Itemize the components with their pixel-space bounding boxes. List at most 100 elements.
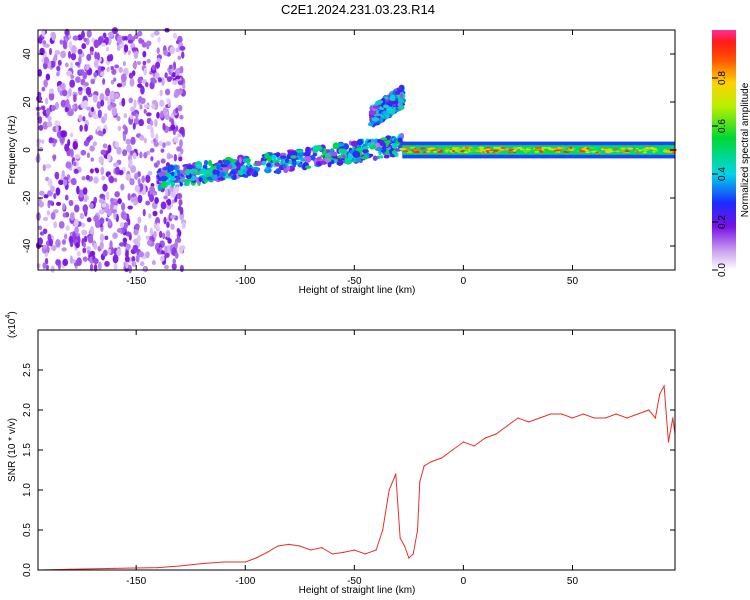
heatmap-cell (61, 89, 68, 97)
heatmap-cell (175, 186, 180, 194)
heatmap-cell (47, 178, 53, 187)
heatmap-cell (102, 183, 108, 192)
heatmap-cell (163, 195, 168, 200)
heatmap-cell (39, 47, 45, 56)
heatmap-cell (82, 85, 87, 92)
snr-point (539, 417, 541, 419)
snr-point (157, 567, 159, 569)
heatmap-cell (523, 149, 530, 152)
heatmap-cell (82, 241, 87, 248)
heatmap-cell (70, 52, 77, 61)
snr-point (408, 557, 410, 559)
heatmap-cell (271, 154, 277, 160)
heatmap-cell (96, 101, 102, 109)
heatmap-cell (61, 239, 67, 245)
snr-point (266, 551, 268, 554)
heatmap-cell (284, 158, 290, 164)
heatmap-cell (160, 201, 167, 210)
heatmap-cell (218, 172, 226, 177)
heatmap-cell (384, 96, 389, 100)
snr-point (672, 417, 674, 419)
heatmap-cell (74, 154, 81, 159)
heatmap-cell (76, 257, 82, 267)
heatmap-cell (232, 173, 237, 181)
heatmap-cell (141, 41, 147, 48)
heatmap-cell (666, 151, 673, 154)
heatmap-cell (65, 98, 70, 108)
heatmap-cell (203, 159, 209, 166)
heatmap-cell (93, 215, 99, 223)
heatmap-cell (495, 146, 502, 149)
y-tick-label: 40 (22, 48, 33, 60)
colorbar-tick-label: 0.2 (717, 215, 728, 229)
heatmap-cell (97, 130, 103, 136)
heatmap-cell (146, 239, 152, 246)
heatmap-cell (178, 156, 183, 162)
heatmap-cell (127, 218, 131, 226)
heatmap-cell (347, 153, 353, 160)
heatmap-cell (99, 217, 105, 225)
heatmap-cell (89, 145, 95, 152)
heatmap-cell (64, 233, 68, 240)
heatmap-cell (279, 155, 287, 159)
snr-point (277, 545, 279, 547)
heatmap-cell (516, 146, 523, 149)
heatmap-cell (367, 142, 374, 147)
heatmap-cell (118, 169, 124, 176)
heatmap-cell (177, 80, 184, 86)
heatmap-cell (280, 157, 284, 165)
x-tick-label: -50 (347, 576, 362, 587)
heatmap-cell (105, 217, 109, 222)
heatmap-cell (380, 155, 384, 159)
heatmap-cell (207, 159, 213, 167)
heatmap-cell (163, 49, 169, 56)
heatmap-cell (93, 71, 98, 78)
heatmap-cell (83, 99, 88, 108)
heatmap-cell (635, 151, 640, 154)
heatmap-cell (154, 72, 160, 80)
heatmap-cell (102, 128, 106, 135)
heatmap-cell (395, 90, 400, 96)
heatmap-cell (143, 224, 148, 233)
heatmap-cell (112, 254, 119, 264)
heatmap-cell (229, 170, 236, 175)
heatmap-cell (54, 50, 61, 56)
heatmap-cell (392, 100, 399, 105)
heatmap-cell (312, 149, 318, 154)
heatmap-cell (125, 231, 131, 237)
heatmap-cell (80, 222, 86, 228)
heatmap-cell (426, 150, 431, 153)
heatmap-cell (59, 39, 63, 45)
heatmap-cell (176, 89, 183, 95)
heatmap-cell (38, 36, 43, 44)
heatmap-cell (122, 149, 128, 157)
heatmap-cell (86, 53, 92, 61)
heatmap-cell (600, 148, 605, 151)
heatmap-cell (106, 66, 110, 73)
chart-title: C2E1.2024.231.03.23.R14 (281, 2, 435, 17)
heatmap-cell (166, 230, 171, 238)
heatmap-cell (73, 161, 77, 166)
heatmap-cell (177, 133, 182, 138)
heatmap-cell (104, 260, 110, 267)
heatmap-cell (104, 112, 108, 122)
heatmap-cell (44, 257, 49, 265)
heatmap-cell (162, 167, 168, 171)
heatmap-cell (74, 226, 79, 235)
spectrogram-heatmap (35, 27, 677, 274)
heatmap-cell (73, 168, 79, 174)
snr-point (342, 551, 345, 554)
heatmap-cell (75, 61, 80, 66)
heatmap-cell (460, 150, 465, 153)
y-tick-label: 2.0 (22, 403, 33, 417)
heatmap-cell (164, 252, 170, 258)
heatmap-cell (83, 197, 88, 203)
heatmap-cell (114, 64, 120, 69)
heatmap-cell (151, 260, 156, 266)
snr-point (484, 437, 486, 439)
heatmap-cell (58, 179, 64, 186)
heatmap-cell (72, 104, 76, 110)
y-tick-label: 20 (22, 96, 33, 108)
heatmap-cell (127, 205, 133, 210)
colorbar: 0.0 0.2 0.4 0.6 0.8 Normalized spectral ampl… (712, 30, 750, 277)
